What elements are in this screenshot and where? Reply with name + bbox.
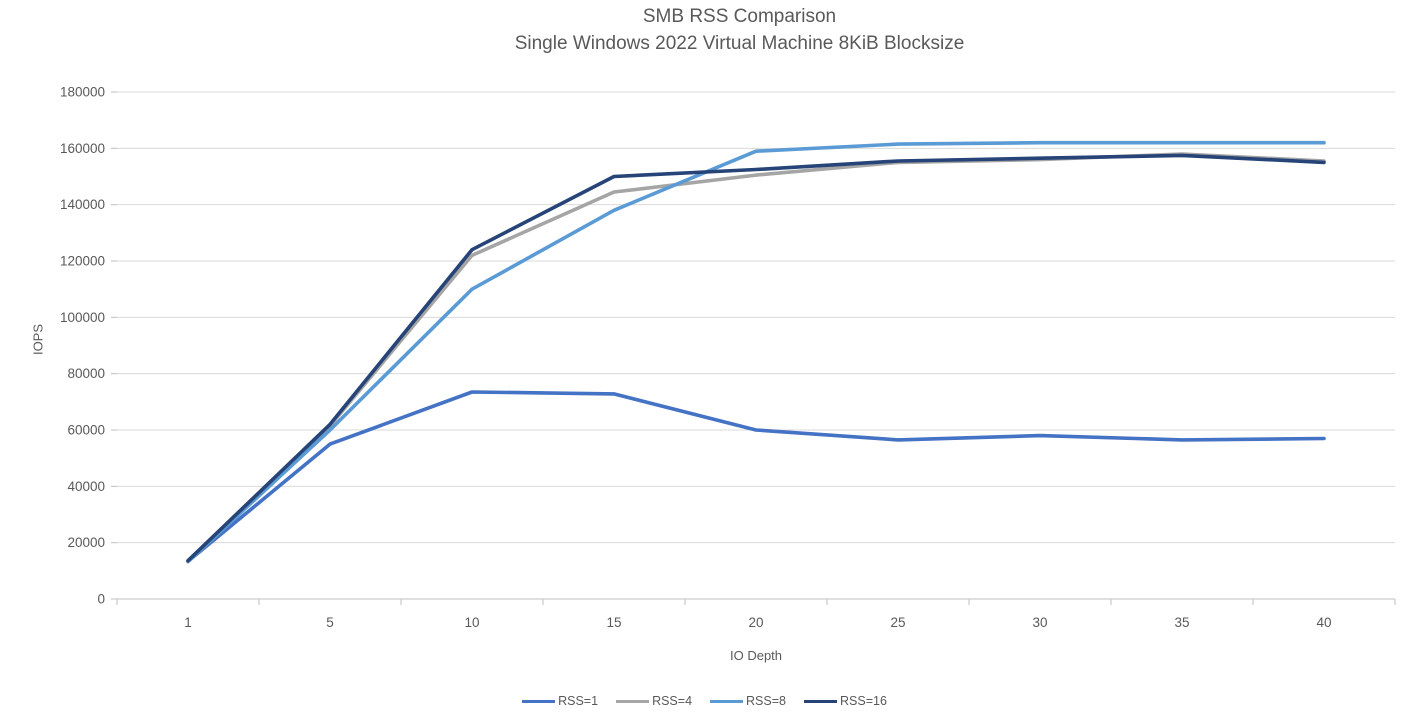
legend-item-rss-16: RSS=16 [804, 694, 887, 708]
legend-item-rss-8: RSS=8 [710, 694, 786, 708]
y-tick-label-60000: 60000 [67, 423, 105, 438]
y-tick-label-100000: 100000 [60, 310, 105, 325]
chart-title-block: SMB RSS Comparison Single Windows 2022 V… [80, 3, 1399, 57]
series-line-rss-8 [186, 140, 1326, 564]
x-tick-label-15: 15 [606, 615, 621, 630]
legend-swatch-rss-1 [522, 699, 556, 703]
x-tick-label-25: 25 [890, 615, 905, 630]
chart-title: SMB RSS Comparison [642, 6, 837, 27]
y-tick-label-80000: 80000 [67, 366, 105, 381]
chart-subtitle: Single Windows 2022 Virtual Machine 8KiB… [514, 33, 965, 54]
x-axis-title: IO Depth [729, 648, 783, 663]
legend-label-rss-1: RSS=1 [558, 694, 599, 708]
legend-swatch-rss-16 [804, 699, 837, 703]
y-tick-label-140000: 140000 [60, 197, 105, 212]
y-tick-label-180000: 180000 [60, 85, 105, 100]
legend: RSS=1 RSS=4 RSS=8 RSS=16 [0, 694, 1409, 708]
y-tick-label-40000: 40000 [67, 479, 105, 494]
x-tick-label-1: 1 [184, 615, 192, 630]
series-line-rss-4 [186, 152, 1326, 563]
legend-swatch-rss-4 [616, 699, 650, 703]
legend-label-rss-16: RSS=16 [840, 694, 887, 708]
x-tick-label-30: 30 [1032, 615, 1047, 630]
legend-label-rss-4: RSS=4 [652, 694, 693, 708]
series-line-rss-1 [186, 390, 1326, 564]
y-tick-label-160000: 160000 [60, 141, 105, 156]
x-tick-label-10: 10 [464, 615, 479, 630]
x-tick-label-5: 5 [326, 615, 334, 630]
legend-item-rss-1: RSS=1 [522, 694, 598, 708]
legend-item-rss-4: RSS=4 [616, 694, 692, 708]
y-axis-title: IOPS [30, 323, 46, 356]
y-tick-label-0: 0 [97, 592, 105, 607]
y-tick-label-120000: 120000 [60, 254, 105, 269]
x-tick-label-35: 35 [1174, 615, 1189, 630]
y-tick-label-20000: 20000 [67, 535, 105, 550]
legend-label-rss-8: RSS=8 [746, 694, 786, 708]
series-line-rss-16 [186, 153, 1326, 563]
x-tick-label-20: 20 [748, 615, 763, 630]
x-tick-label-40: 40 [1316, 615, 1331, 630]
legend-swatch-rss-8 [710, 699, 744, 703]
